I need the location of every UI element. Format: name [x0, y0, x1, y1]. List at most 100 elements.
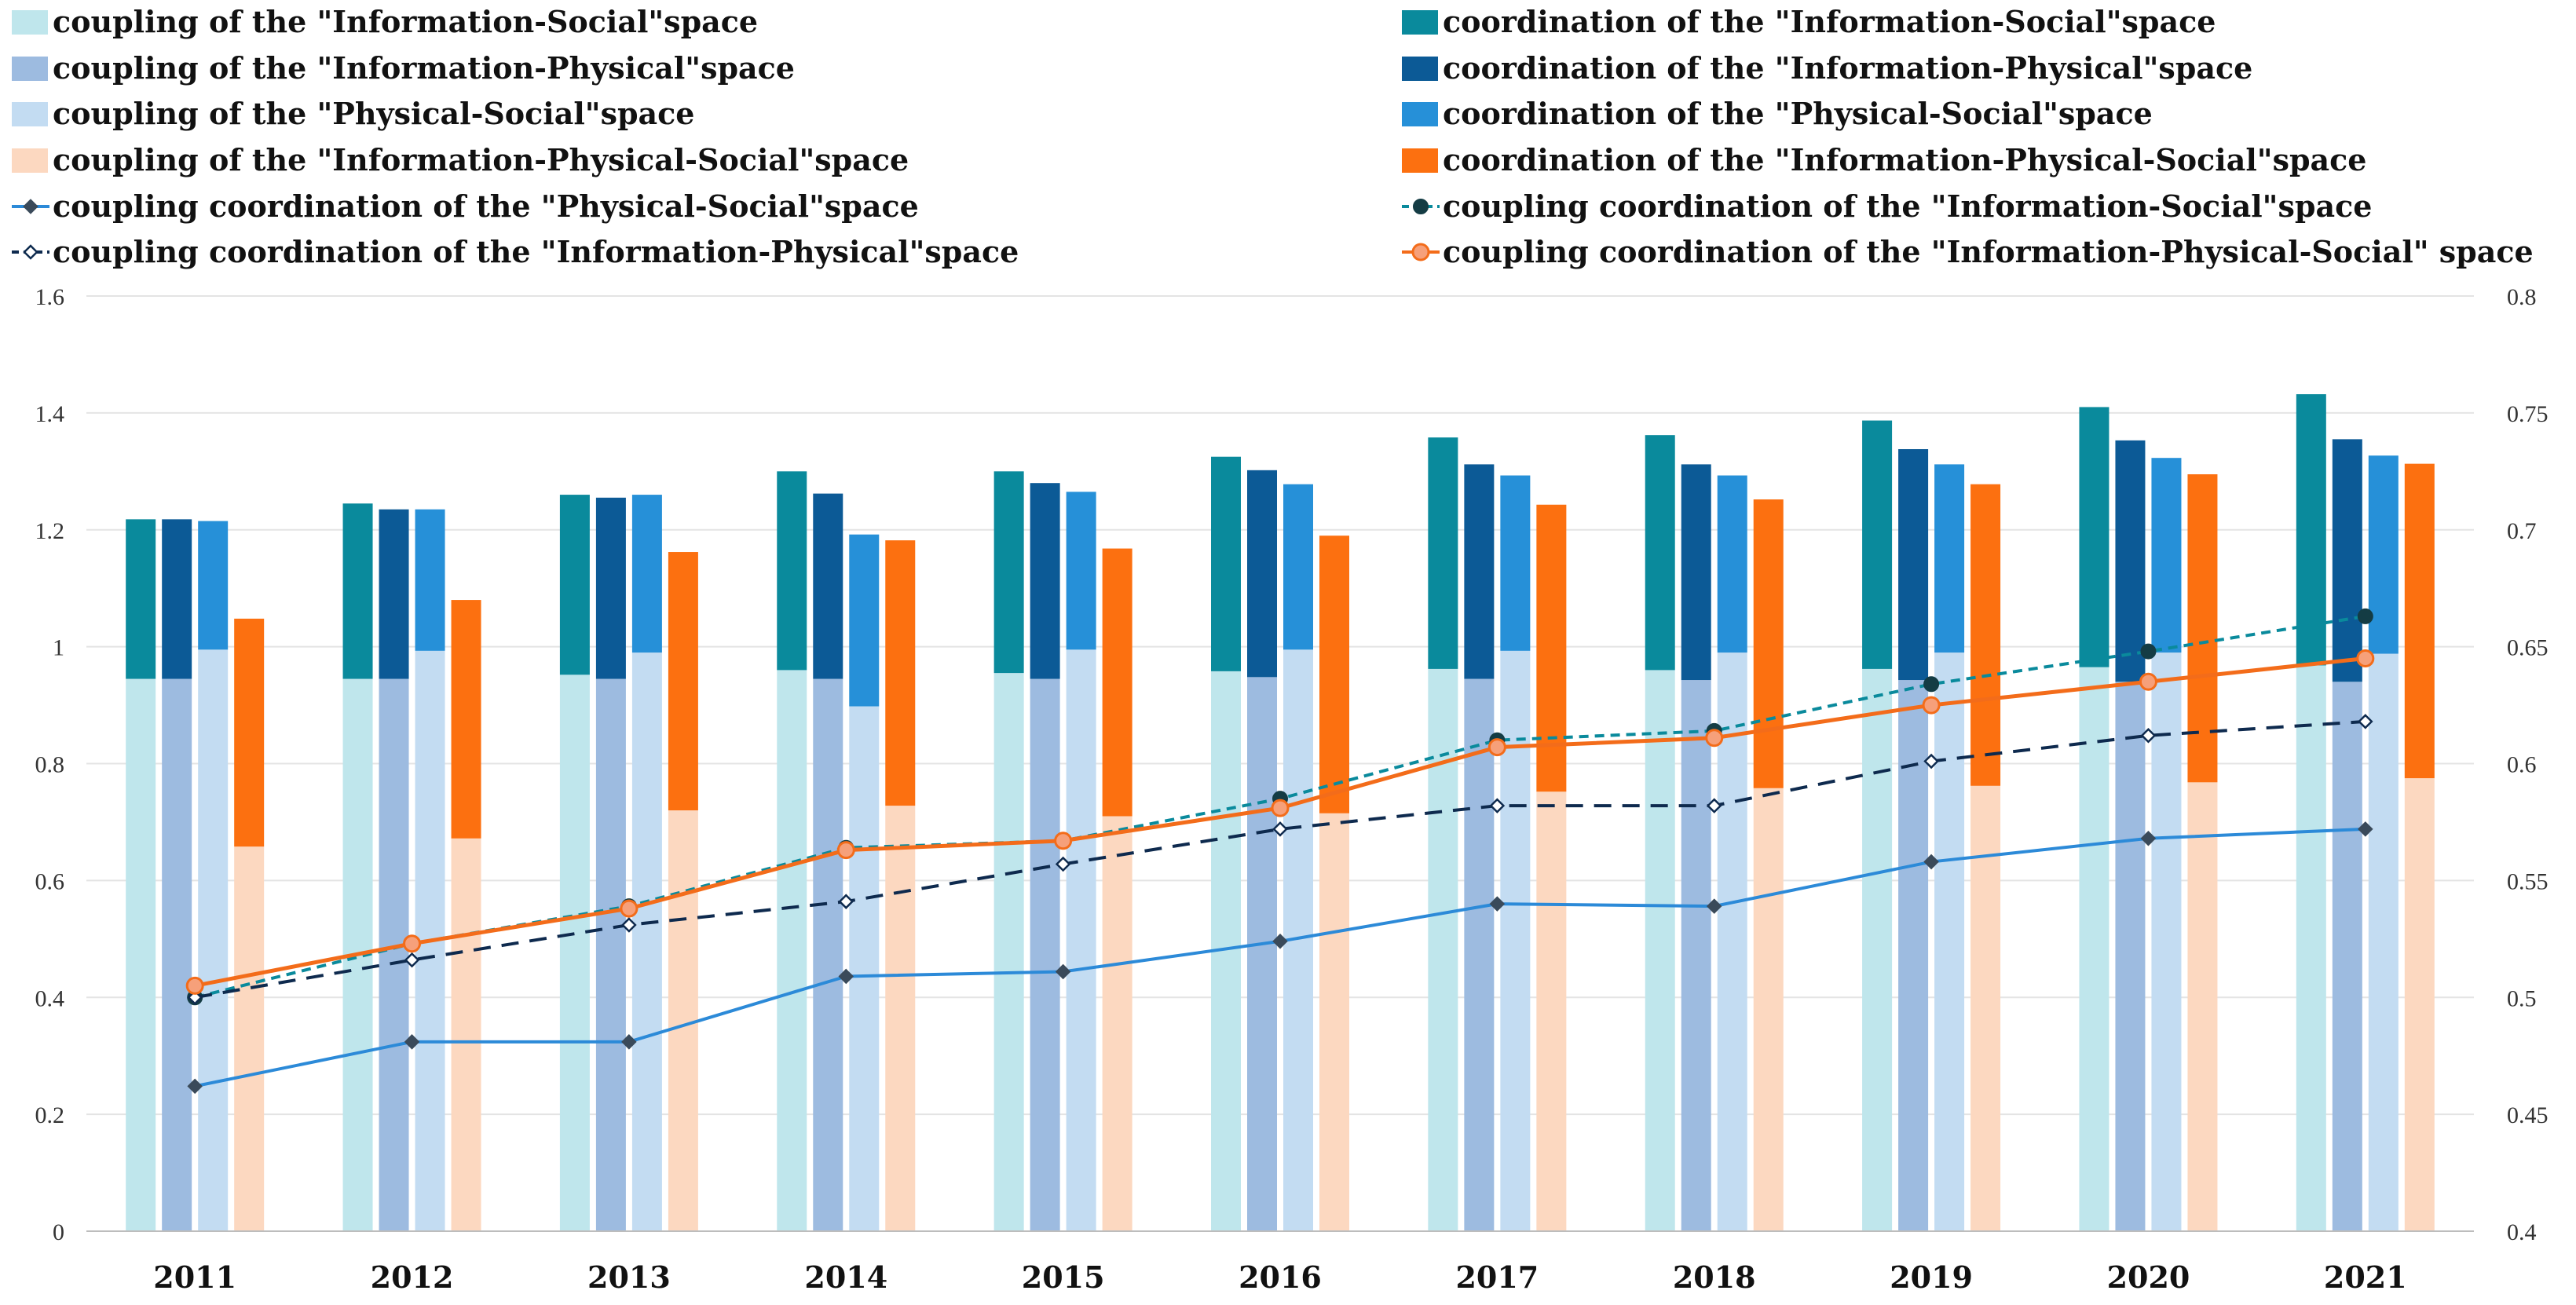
line-point — [1705, 729, 1724, 748]
x-tick-label: 2016 — [1239, 1259, 1322, 1295]
right-tick-label: 0.6 — [2507, 752, 2537, 778]
right-tick-label: 0.4 — [2507, 1219, 2537, 1245]
line-point — [1487, 738, 1506, 757]
legend-label: coordination of the "Information-Physica… — [1443, 142, 2366, 177]
coordination-bar — [1862, 420, 1893, 669]
coupling-bar — [777, 670, 807, 1231]
line-point — [404, 952, 420, 968]
coordination-bar — [1428, 437, 1458, 669]
left-tick-label: 1.2 — [35, 518, 65, 544]
coordination-bar — [198, 521, 229, 650]
left-tick-label: 1.6 — [35, 284, 65, 310]
coupling-bar — [126, 678, 156, 1231]
coordination-bar — [1536, 504, 1567, 792]
bars — [126, 394, 2435, 1231]
x-tick-label: 2013 — [587, 1259, 671, 1295]
line-point — [836, 841, 855, 860]
coupling-bar — [162, 678, 192, 1231]
legend-label: coupling of the "Physical-Social"space — [53, 96, 694, 131]
coupling-bar — [993, 673, 1024, 1231]
coordination-bar — [2187, 474, 2218, 783]
series-line — [194, 827, 2366, 1088]
coordination-bar — [234, 618, 265, 847]
x-axis: 2011 2012 2013 2014 2015 2016 2017 2018 2019 2020… — [86, 1230, 2474, 1295]
coordination-bar — [1247, 470, 1277, 678]
left-y-axis: 0 0.2 0.4 0.6 0.8 1 1.2 1.4 1.6 — [35, 284, 65, 1245]
coordination-bar — [342, 503, 373, 679]
coordination-bar — [1066, 492, 1096, 650]
coordination-bar — [1500, 475, 1531, 651]
line-point — [2356, 649, 2375, 668]
coupling-bar — [2187, 782, 2218, 1231]
line-point — [1706, 798, 1722, 813]
left-tick-label: 0.2 — [35, 1102, 65, 1128]
coordination-bar — [1717, 475, 1747, 653]
coordination-bar — [2079, 407, 2109, 667]
coordination-bar — [2368, 455, 2399, 654]
right-tick-label: 0.8 — [2507, 284, 2537, 310]
coordination-bar — [1283, 484, 1313, 650]
legend: coupling of the "Information-Social"spac… — [12, 4, 2534, 269]
line-point — [1272, 934, 1288, 949]
coordination-bar — [559, 495, 590, 675]
line-point — [1411, 243, 1430, 261]
coordination-bar — [1211, 456, 1241, 671]
coupling-bar — [1970, 785, 2001, 1231]
lines — [185, 608, 2375, 1095]
coordination-bar — [1681, 464, 1711, 681]
x-tick-label: 2020 — [2107, 1259, 2190, 1295]
line-point — [2357, 608, 2373, 624]
line-point — [404, 1034, 420, 1050]
coupling-bar — [2151, 652, 2182, 1231]
right-tick-label: 0.55 — [2507, 868, 2549, 894]
line-point — [1271, 799, 1290, 817]
coupling-bar — [1934, 652, 1965, 1231]
coordination-bar — [1753, 499, 1784, 788]
x-tick-label: 2021 — [2324, 1259, 2407, 1295]
legend-swatch — [1402, 148, 1438, 173]
x-tick-label: 2014 — [804, 1259, 887, 1295]
coupling-bar — [849, 706, 880, 1231]
coupling-bar — [379, 678, 409, 1231]
legend-swatch — [12, 10, 48, 35]
line-point — [403, 934, 422, 953]
coordination-bar — [1898, 449, 1929, 681]
x-tick-label: 2012 — [371, 1259, 454, 1295]
coordination-bar — [849, 534, 880, 707]
coupling-bar — [1319, 813, 1349, 1231]
line-point — [187, 1078, 203, 1095]
coupling-bar — [234, 846, 265, 1231]
coordination-bar — [2332, 439, 2362, 682]
left-tick-label: 0.4 — [35, 985, 65, 1011]
legend-label: coupling of the "Information-Physical"sp… — [53, 50, 795, 86]
coupling-bar — [1247, 677, 1277, 1231]
legend-label: coupling coordination of the "Physical-S… — [53, 188, 919, 224]
line-point — [1055, 856, 1071, 872]
coupling-bar — [595, 678, 626, 1231]
line-point — [185, 976, 204, 995]
coordination-bar — [1934, 464, 1965, 653]
legend-swatch — [12, 57, 48, 81]
coordination-bar — [1464, 464, 1495, 679]
coupling-bar — [1753, 788, 1784, 1231]
coupling-bar — [559, 674, 590, 1231]
coordination-bar — [1970, 484, 2001, 786]
right-tick-label: 0.5 — [2507, 985, 2537, 1011]
coupling-bar — [2115, 682, 2146, 1231]
coordination-bar — [668, 552, 698, 811]
coupling-bar — [885, 806, 916, 1231]
left-tick-label: 0.8 — [35, 752, 65, 778]
legend-label: coordination of the "Physical-Social"spa… — [1443, 96, 2153, 131]
coordination-bar — [2404, 463, 2435, 779]
coordination-bar — [126, 519, 156, 679]
line-point — [621, 917, 637, 933]
coupling-bar — [1862, 668, 1893, 1231]
left-tick-label: 1.4 — [35, 401, 65, 427]
line-point — [1413, 199, 1429, 214]
coordination-bar — [415, 509, 445, 651]
coupling-bar — [2332, 682, 2362, 1231]
coordination-bar — [777, 471, 807, 671]
line-point — [1923, 676, 1940, 693]
coordination-bar — [595, 497, 626, 679]
